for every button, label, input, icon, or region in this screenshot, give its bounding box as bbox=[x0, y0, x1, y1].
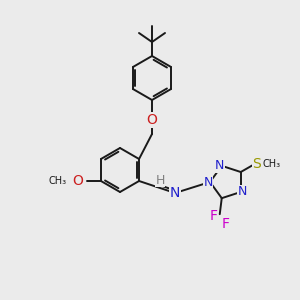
Text: F: F bbox=[210, 209, 218, 223]
Text: N: N bbox=[215, 159, 224, 172]
Text: O: O bbox=[73, 174, 83, 188]
Text: N: N bbox=[203, 176, 213, 188]
Text: CH₃: CH₃ bbox=[49, 176, 67, 186]
Text: O: O bbox=[147, 113, 158, 127]
Text: S: S bbox=[252, 157, 261, 171]
Text: CH₃: CH₃ bbox=[263, 159, 281, 169]
Text: N: N bbox=[238, 185, 248, 199]
Text: N: N bbox=[170, 186, 180, 200]
Text: H: H bbox=[155, 173, 165, 187]
Text: F: F bbox=[222, 217, 230, 231]
